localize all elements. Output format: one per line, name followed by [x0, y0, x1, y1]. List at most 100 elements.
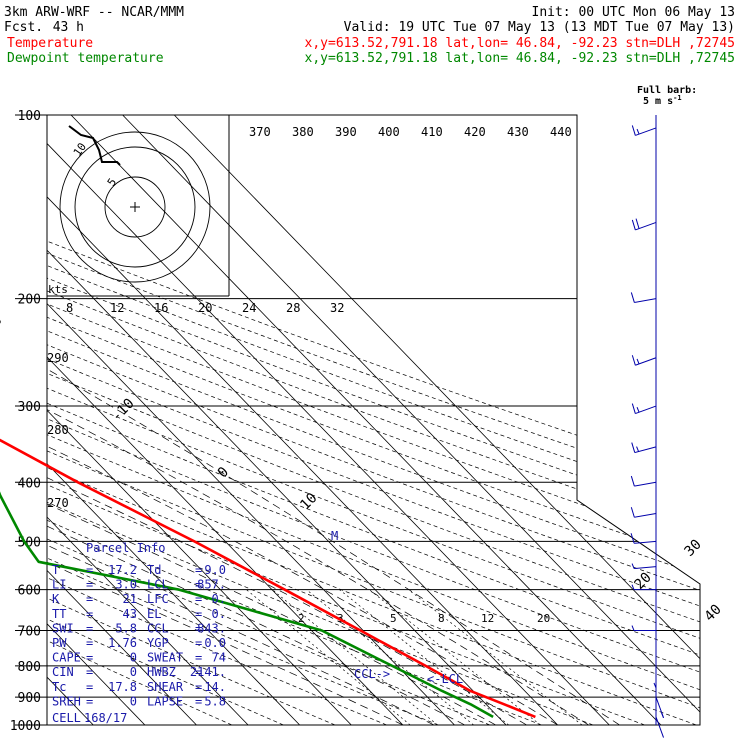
barb-shaft — [634, 540, 657, 544]
ccl-marker: CCL-> — [354, 667, 390, 681]
barb-half-flag — [636, 358, 640, 365]
theta-top-label: 430 — [507, 125, 529, 139]
theta-top-label: 410 — [421, 125, 443, 139]
temperature-legend: Temperature — [7, 36, 93, 51]
barb-flag — [630, 533, 635, 544]
wind-barb — [631, 625, 656, 632]
theta-e-label: 28 — [286, 301, 300, 315]
index-label: SHEAR — [147, 680, 184, 694]
index-equals: = — [86, 592, 93, 606]
temperature-location: x,y=613.52,791.18 lat,lon= 46.84, -92.23… — [305, 36, 735, 51]
index-label: LFC — [147, 592, 169, 606]
parcel-info-title: Parcel Info — [86, 541, 165, 555]
index-label: SREH — [52, 694, 81, 708]
theta-top-label: 370 — [249, 125, 271, 139]
isotherm — [122, 115, 700, 725]
dry-adiabat — [47, 115, 490, 725]
dry-adiabat — [47, 115, 700, 725]
index-label: LCL — [147, 578, 169, 592]
index-equals: = — [86, 563, 93, 577]
theta-label: 290 — [47, 351, 69, 365]
level-markers: M CCL-> <-LCL — [331, 529, 463, 686]
dry-adiabat — [47, 115, 700, 725]
barb-half-flag — [631, 563, 635, 569]
dry-adiabat — [47, 115, 700, 725]
dry-adiabat — [47, 115, 594, 725]
barb-flag — [630, 292, 635, 303]
index-label: CCL — [147, 621, 169, 635]
index-value: 74 — [212, 651, 226, 665]
barb-half-flag — [631, 584, 635, 590]
model-title: 3km ARW-WRF -- NCAR/MMM — [4, 5, 184, 20]
wind-barb — [655, 716, 664, 738]
index-equals: = — [86, 694, 93, 708]
index-label: T — [52, 563, 59, 577]
dry-adiabat — [47, 115, 645, 725]
mixing-ratio-line — [369, 589, 541, 725]
theta-top-label: 390 — [335, 125, 357, 139]
moist-adiabat — [47, 222, 558, 725]
index-label: SWEAT — [147, 651, 183, 665]
theta-e-label: 8 — [66, 301, 73, 315]
cell-value: 168/17 — [84, 711, 127, 725]
dry-adiabat — [47, 115, 700, 725]
index-equals: = — [195, 563, 202, 577]
index-label: YGP — [147, 636, 169, 650]
barb-flag — [631, 442, 636, 453]
barb-shaft — [634, 481, 657, 487]
dry-adiabat — [47, 115, 697, 725]
moist-adiabat — [47, 222, 527, 725]
wind-barb — [630, 507, 657, 518]
wind-barb — [631, 442, 657, 454]
barb-flag — [630, 507, 635, 518]
index-label: SWI — [52, 621, 74, 635]
dry-adiabat — [47, 115, 542, 725]
cell-label: CELL — [52, 711, 81, 725]
index-equals: = — [86, 680, 93, 694]
index-label: EL — [147, 607, 161, 621]
barb-shaft — [634, 512, 657, 518]
index-value: 17.2 — [108, 563, 137, 577]
wind-barb — [631, 218, 657, 231]
isotherm — [47, 115, 249, 725]
isotherm-label: -20 — [0, 312, 6, 341]
theta-top-label: 420 — [464, 125, 486, 139]
wind-barb — [630, 292, 657, 303]
barb-flag — [630, 475, 635, 487]
index-value: 17.8 — [108, 680, 137, 694]
index-label: Tc — [52, 680, 66, 694]
pressure-label: 1000 — [10, 719, 41, 734]
dry-adiabat — [47, 115, 700, 725]
parcel-info-box: Parcel Info T = 17.2 Td = 9.0LI = 3.0 LCL =857.K =… — [52, 541, 226, 725]
index-label: CIN — [52, 665, 74, 679]
dry-adiabat — [47, 115, 284, 725]
isotherm — [70, 115, 662, 725]
index-label: CAPE — [52, 651, 81, 665]
index-value: 21 — [123, 592, 137, 606]
isotherm — [47, 115, 455, 725]
barb-legend-value: 5 m s-1 — [643, 94, 682, 107]
barb-shaft — [655, 716, 664, 738]
temperature-profile — [0, 438, 536, 719]
index-equals: = — [195, 665, 202, 679]
index-label: TT — [52, 607, 66, 621]
theta-e-label: 32 — [330, 301, 344, 315]
valid-time: Valid: 19 UTC Tue 07 May 13 (13 MDT Tue … — [344, 20, 735, 35]
index-value: 857. — [197, 578, 226, 592]
pressure-label: 100 — [18, 109, 41, 124]
wind-barb — [653, 665, 657, 689]
wind-barb — [655, 696, 664, 718]
barb-shaft — [634, 566, 657, 570]
isotherm-label: 0 — [215, 464, 232, 481]
pressure-label: 400 — [18, 476, 41, 491]
pressure-label: 200 — [18, 293, 41, 308]
forecast-hour: 43 h — [53, 20, 84, 35]
barb-shaft — [635, 221, 657, 231]
barb-half-flag — [636, 128, 640, 135]
barb-flag — [631, 125, 636, 136]
index-equals: = — [195, 621, 202, 635]
barb-flag — [631, 355, 636, 366]
mixing-ratio-line — [408, 589, 583, 725]
index-value: 3.0 — [115, 578, 137, 592]
